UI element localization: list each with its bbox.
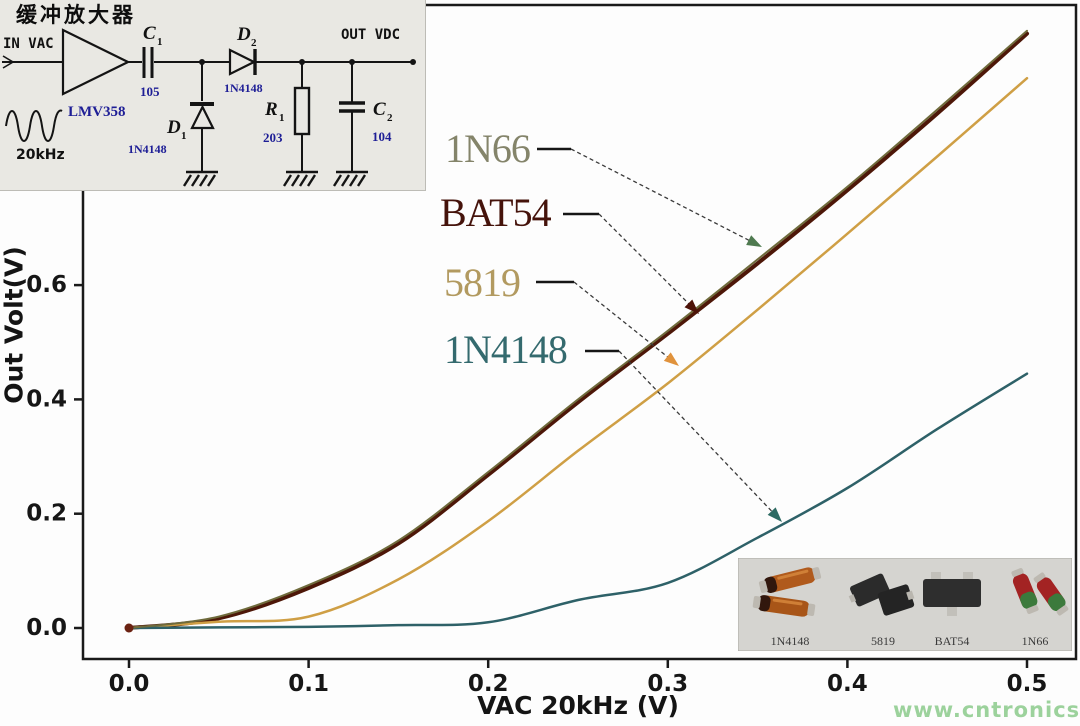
d2-name: D — [236, 24, 251, 45]
c1-sub: 1 — [157, 36, 163, 48]
photo-1n66 — [1011, 568, 1069, 616]
d1-part: 1N4148 — [128, 142, 167, 156]
y-axis-label: Out Volt(V) — [0, 246, 29, 404]
photo-caption-5819: 5819 — [871, 634, 895, 648]
d1-name: D — [166, 117, 181, 138]
c1-name: C — [143, 23, 156, 44]
r1-name: R — [264, 99, 278, 120]
annotation-arrowhead-bat54 — [684, 299, 699, 314]
c2-name: C — [373, 99, 386, 120]
x-tick-label: 0.0 — [109, 671, 150, 697]
curve-1n66 — [128, 29, 1028, 629]
opamp-part-label: LMV358 — [68, 104, 126, 120]
x-tick-label: 0.4 — [827, 671, 868, 697]
d1-sub: 1 — [181, 130, 187, 142]
component-photos: 1N4148 5819 BAT54 1N66 — [737, 557, 1073, 652]
resistor-r1-symbol — [293, 86, 311, 136]
curve-bat54 — [127, 31, 1029, 630]
d2-sub: 2 — [251, 37, 257, 49]
photo-bat54 — [923, 572, 981, 616]
capacitor-c2-symbol — [339, 101, 365, 113]
photo-1n4148 — [752, 567, 822, 617]
annotation-arrowhead-5819 — [663, 352, 679, 366]
frequency-label: 20kHz — [16, 147, 65, 163]
c2-value: 104 — [372, 129, 392, 144]
capacitor-c1-symbol — [142, 47, 154, 78]
curve-label-1n66: 1N66 — [445, 126, 531, 171]
component-photo-inset: 1N4148 5819 BAT54 1N66 — [737, 557, 1073, 652]
y-tick-label: 0.2 — [26, 501, 67, 527]
x-tick-label: 0.1 — [288, 671, 329, 697]
r1-sub: 1 — [279, 112, 285, 124]
x-tick-label: 0.2 — [468, 671, 509, 697]
output-label: OUT VDC — [341, 27, 400, 43]
y-tick-label: 0.0 — [26, 615, 67, 641]
sine-wave-icon — [5, 109, 63, 142]
curve-5819 — [127, 76, 1029, 630]
annotation-leader-1n4148 — [618, 350, 778, 518]
y-tick-label: 0.4 — [26, 386, 67, 412]
c2-sub: 2 — [387, 112, 393, 124]
annotation-arrowhead-1n66 — [746, 235, 762, 247]
curve-1n4148 — [127, 372, 1029, 630]
photo-caption-bat54: BAT54 — [935, 634, 970, 648]
circuit-nodes — [199, 59, 416, 65]
d2-part: 1N4148 — [224, 81, 263, 95]
circuit-diagram-inset: 缓冲放大器 IN VAC LMV358 20kHz C 1 105 D 2 1N… — [0, 0, 426, 191]
curve-label-bat54: BAT54 — [440, 190, 552, 235]
curve-label-1n4148: 1N4148 — [444, 327, 568, 372]
diode-d1-symbol — [190, 102, 215, 130]
curve-label-5819: 5819 — [444, 260, 521, 305]
watermark: www.cntronics.com — [893, 698, 1080, 722]
circuit-schematic: 缓冲放大器 IN VAC LMV358 20kHz C 1 105 D 2 1N… — [2, 3, 416, 187]
photo-caption-1n66: 1N66 — [1022, 634, 1049, 648]
annotation-leader-5819 — [573, 281, 674, 363]
x-tick-label: 0.3 — [647, 671, 688, 697]
photo-5819 — [848, 573, 915, 616]
c1-value: 105 — [140, 84, 160, 99]
y-tick-label: 0.6 — [26, 272, 67, 298]
curves-origin-dot — [124, 623, 134, 633]
annotation-leader-1n66 — [570, 148, 757, 245]
photo-caption-1n4148: 1N4148 — [771, 634, 810, 648]
annotation-arrowhead-1n4148 — [767, 507, 782, 522]
ground-symbols — [182, 170, 368, 187]
input-label: IN VAC — [3, 36, 54, 52]
circuit-wires — [2, 28, 413, 172]
annotation-leader-bat54 — [598, 213, 695, 310]
x-tick-label: 0.5 — [1007, 671, 1048, 697]
diode-d2-symbol — [228, 48, 257, 76]
circuit-title: 缓冲放大器 — [16, 3, 136, 27]
r1-value: 203 — [263, 130, 283, 145]
axes-frame — [81, 3, 1078, 661]
x-axis-label: VAC 20kHz (V) — [477, 691, 679, 720]
